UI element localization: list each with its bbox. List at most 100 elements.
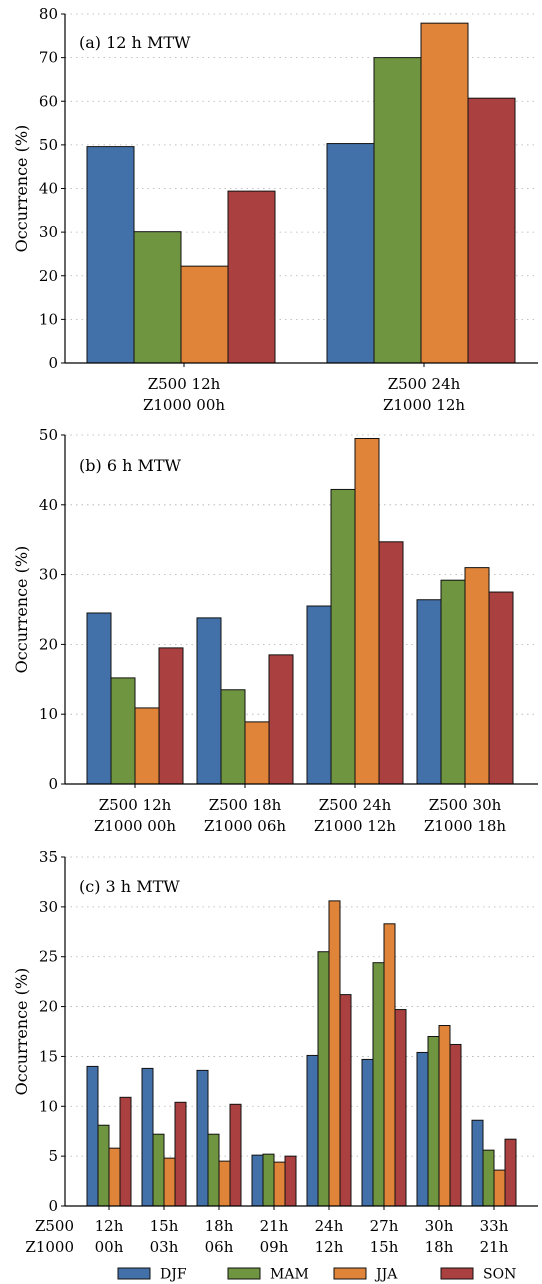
bar-mam bbox=[152, 1133, 165, 1207]
y-tick-label: 0 bbox=[48, 775, 58, 793]
x-tick-label: 18h bbox=[425, 1238, 454, 1256]
y-axis-label: Occurrence (%) bbox=[12, 125, 31, 253]
x-row-label: Z1000 bbox=[25, 1238, 74, 1256]
bar-djf bbox=[471, 1119, 484, 1207]
bar-djf bbox=[86, 146, 135, 364]
y-tick-label: 50 bbox=[39, 426, 58, 444]
y-tick-label: 10 bbox=[39, 1097, 58, 1115]
bar-mam bbox=[372, 962, 385, 1207]
bar-jja bbox=[134, 707, 160, 785]
x-tick-label: 15h bbox=[150, 1217, 179, 1235]
bar-son bbox=[339, 994, 352, 1207]
bar-mam bbox=[110, 677, 136, 785]
bar-mam bbox=[97, 1124, 110, 1207]
y-tick-label: 25 bbox=[39, 948, 58, 966]
y-tick-label: 10 bbox=[39, 310, 58, 328]
bar-djf bbox=[306, 1054, 319, 1207]
y-tick-label: 30 bbox=[39, 898, 58, 916]
y-tick-label: 20 bbox=[39, 267, 58, 285]
x-tick-label: 03h bbox=[150, 1238, 179, 1256]
legend-swatch-jja bbox=[333, 1267, 367, 1280]
bar-djf bbox=[326, 143, 375, 364]
legend-label: SON bbox=[483, 1267, 516, 1283]
y-tick-label: 40 bbox=[39, 496, 58, 514]
bar-jja bbox=[108, 1147, 121, 1207]
bar-son bbox=[378, 541, 404, 785]
bar-jja bbox=[163, 1157, 176, 1207]
x-tick-label: 12h bbox=[315, 1238, 344, 1256]
bar-mam bbox=[373, 57, 422, 364]
bar-mam bbox=[330, 488, 356, 785]
bar-djf bbox=[416, 599, 442, 785]
bar-son bbox=[268, 654, 294, 785]
bar-djf bbox=[416, 1051, 429, 1207]
x-tick-label: Z1000 06h bbox=[204, 817, 286, 835]
x-tick-label: Z500 24h bbox=[319, 796, 392, 814]
bar-djf bbox=[86, 1065, 99, 1207]
bar-djf bbox=[361, 1058, 374, 1207]
legend-label: DJF bbox=[160, 1267, 187, 1283]
y-tick-label: 35 bbox=[39, 848, 58, 866]
bar-djf bbox=[251, 1154, 264, 1207]
x-tick-label: 12h bbox=[95, 1217, 124, 1235]
y-tick-label: 40 bbox=[39, 180, 58, 198]
panel-0: Z500 12h Z1000 00h Z500 24h Z1000 12h 0 10 20 3… bbox=[12, 5, 538, 414]
bar-son bbox=[119, 1096, 132, 1207]
y-tick-label: 0 bbox=[48, 1197, 58, 1215]
y-tick-label: 20 bbox=[39, 998, 58, 1016]
y-tick-label: 70 bbox=[39, 49, 58, 67]
bar-son bbox=[158, 647, 184, 785]
bar-son bbox=[174, 1101, 187, 1207]
bar-son bbox=[467, 97, 516, 364]
bar-djf bbox=[306, 605, 332, 785]
legend-swatch-djf bbox=[117, 1267, 151, 1280]
y-tick-label: 5 bbox=[48, 1147, 58, 1165]
x-tick-label: Z500 12h bbox=[148, 375, 221, 393]
panel-title: (c) 3 h MTW bbox=[79, 877, 180, 896]
bar-jja bbox=[420, 22, 469, 364]
legend: DJF MAM JJA SON bbox=[117, 1267, 516, 1283]
bar-mam bbox=[133, 231, 182, 364]
x-tick-label: Z500 30h bbox=[429, 796, 502, 814]
y-tick-label: 0 bbox=[48, 354, 58, 372]
bar-jja bbox=[273, 1161, 286, 1207]
x-tick-label: Z1000 18h bbox=[424, 817, 506, 835]
legend-label: JJA bbox=[374, 1267, 398, 1283]
bar-son bbox=[488, 591, 514, 785]
x-row-label: Z500 bbox=[35, 1217, 74, 1235]
x-tick-label: 00h bbox=[95, 1238, 124, 1256]
y-tick-label: 50 bbox=[39, 136, 58, 154]
x-tick-label: Z500 18h bbox=[209, 796, 282, 814]
x-tick-label: 15h bbox=[370, 1238, 399, 1256]
y-tick-label: 80 bbox=[39, 5, 58, 23]
panel-title: (a) 12 h MTW bbox=[79, 33, 191, 52]
bar-djf bbox=[141, 1067, 154, 1207]
x-tick-label: 24h bbox=[315, 1217, 344, 1235]
legend-swatch-son bbox=[440, 1267, 474, 1280]
bar-mam bbox=[482, 1149, 495, 1207]
bar-djf bbox=[86, 612, 112, 785]
bar-djf bbox=[196, 1069, 209, 1207]
x-tick-label: Z500 24h bbox=[388, 375, 461, 393]
bar-jja bbox=[244, 721, 270, 785]
panel-1: Z500 12h Z1000 00h Z500 18h Z1000 06h Z500 2… bbox=[12, 426, 538, 835]
bar-mam bbox=[427, 1035, 440, 1207]
bar-mam bbox=[207, 1133, 220, 1207]
x-tick-label: 33h bbox=[480, 1217, 509, 1235]
bar-jja bbox=[464, 567, 490, 785]
bar-mam bbox=[262, 1153, 275, 1207]
y-tick-label: 15 bbox=[39, 1047, 58, 1065]
bar-son bbox=[394, 1009, 407, 1207]
y-tick-label: 60 bbox=[39, 92, 58, 110]
y-tick-label: 30 bbox=[39, 223, 58, 241]
x-tick-label: 30h bbox=[425, 1217, 454, 1235]
x-tick-label: 18h bbox=[205, 1217, 234, 1235]
bar-son bbox=[284, 1155, 297, 1207]
x-tick-label: Z500 12h bbox=[99, 796, 172, 814]
bar-jja bbox=[383, 923, 396, 1207]
bar-jja bbox=[438, 1025, 451, 1207]
bar-son bbox=[229, 1103, 242, 1207]
panel-title: (b) 6 h MTW bbox=[79, 456, 182, 475]
x-tick-label: Z1000 12h bbox=[314, 817, 396, 835]
